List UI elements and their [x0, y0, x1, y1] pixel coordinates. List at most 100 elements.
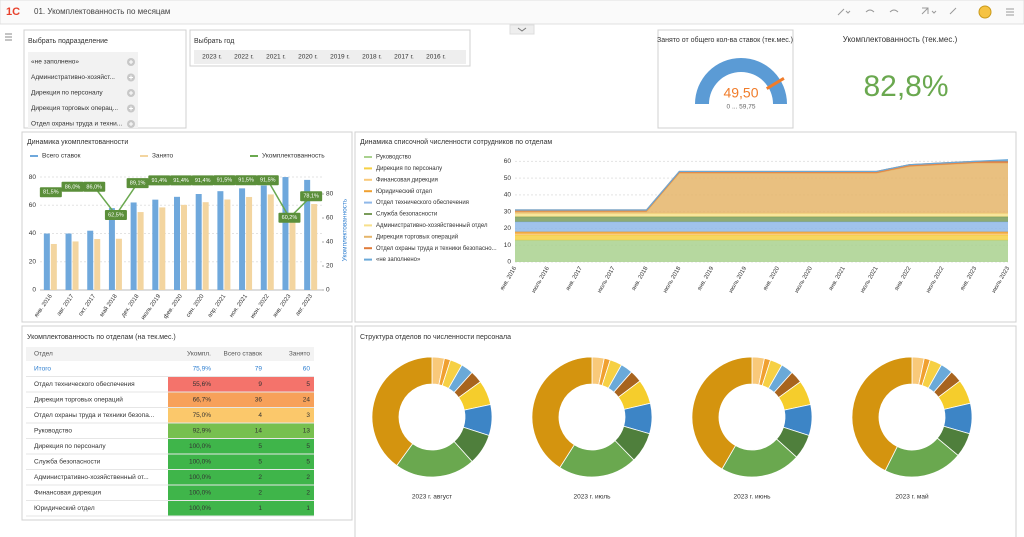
- donut-label: 2023 г. июль: [574, 494, 612, 501]
- link-icon[interactable]: [837, 8, 851, 16]
- table-cell: 5: [258, 443, 262, 450]
- legend-marker: [140, 155, 148, 157]
- legend-label: Укомплектованность: [262, 153, 325, 160]
- kpi-value: 82,8%: [863, 70, 948, 103]
- panel-title: Выбрать год: [194, 37, 234, 45]
- bar: [181, 204, 187, 290]
- bar: [174, 196, 180, 290]
- legend-label: Руководство: [376, 155, 412, 161]
- donut-slice: [371, 356, 433, 467]
- area: [515, 235, 1008, 241]
- collapse-button[interactable]: [509, 24, 535, 35]
- toolbar-icons[interactable]: [837, 5, 1014, 19]
- panel-title: Выбрать подразделение: [28, 37, 108, 45]
- gauge-arc: [695, 58, 787, 104]
- year-item[interactable]: 2019 г.: [330, 54, 350, 61]
- table-title: Укомплектованность по отделам (на тек.ме…: [27, 334, 176, 341]
- year-item[interactable]: 2023 г.: [202, 54, 222, 61]
- donut-label: 2023 г. август: [412, 494, 452, 501]
- table-cell: 100,0%: [189, 458, 211, 465]
- menu-icon[interactable]: [1006, 8, 1014, 16]
- cell-highlight: [168, 408, 314, 423]
- table-cell: 2: [306, 489, 310, 496]
- attach-icon[interactable]: [949, 7, 957, 15]
- year-item[interactable]: 2016 г.: [426, 54, 446, 61]
- table-cell: Отдел технического обеспечения: [34, 380, 135, 388]
- cell-highlight: [168, 423, 314, 438]
- legend-label: Юридический отдел: [376, 188, 432, 195]
- year-item[interactable]: 2021 г.: [266, 54, 286, 61]
- y-tick-label: 20: [29, 258, 37, 265]
- cell-highlight: [168, 377, 314, 392]
- list-background: [28, 52, 138, 128]
- table-cell: 5: [306, 458, 310, 465]
- data-label: 62,5%: [108, 212, 124, 218]
- donut-slice: [531, 356, 593, 469]
- bar: [282, 177, 289, 290]
- data-label: 86,0%: [86, 184, 102, 190]
- y-tick-label: 50: [504, 175, 512, 182]
- plus-sign: [129, 75, 133, 80]
- y-tick-label: 10: [504, 242, 512, 249]
- sidebar-toggle[interactable]: [5, 33, 12, 41]
- y-tick-label: 60: [29, 202, 37, 209]
- bar: [159, 207, 166, 290]
- bar: [217, 191, 224, 290]
- data-label-box: [126, 178, 149, 189]
- undo-redo[interactable]: [865, 9, 899, 13]
- column-header: Укомпл.: [187, 351, 211, 358]
- bar: [108, 208, 115, 290]
- year-item[interactable]: 2017 г.: [394, 54, 414, 61]
- data-label: 91,4%: [173, 178, 189, 184]
- data-label: 89,1%: [130, 181, 146, 187]
- table-cell: 1: [258, 505, 262, 512]
- y-tick-label: 0: [32, 287, 36, 294]
- table-cell: 100,0%: [189, 489, 211, 496]
- page-title: 01. Укомплектованность по месяцам: [34, 7, 170, 16]
- bar: [137, 212, 144, 290]
- area: [515, 216, 1008, 222]
- legend-label: Отдел технического обеспечения: [376, 200, 469, 206]
- column-header: Занято: [289, 351, 311, 358]
- y-tick-label: 20: [504, 225, 512, 232]
- y2-axis-title: Укомплектованность: [342, 198, 349, 261]
- logo: 1С: [6, 6, 20, 18]
- area: [515, 163, 1008, 214]
- bar: [289, 221, 296, 290]
- list-item: Дирекция по персоналу: [31, 90, 103, 97]
- year-item[interactable]: 2020 г.: [298, 54, 318, 61]
- export-icon[interactable]: [921, 7, 937, 15]
- data-label: 91,4%: [195, 178, 211, 184]
- gauge-title: Занято от общего кол-ва ставок (тек.мес.…: [657, 36, 793, 44]
- list-item: Дирекция торговых операц...: [31, 105, 118, 112]
- donut-slice: [691, 356, 753, 470]
- chevron: [517, 27, 527, 32]
- legend-label: Дирекция по персоналу: [376, 166, 442, 172]
- table-cell: Руководство: [34, 427, 72, 434]
- bar: [202, 202, 209, 290]
- cell-highlight: [168, 439, 314, 454]
- kpi-title: Укомплектованность (тек.мес.): [843, 35, 958, 44]
- user-icon[interactable]: [978, 5, 992, 19]
- data-label-box: [278, 212, 301, 223]
- year-item[interactable]: 2022 г.: [234, 54, 254, 61]
- data-label: 78,1%: [303, 194, 319, 200]
- bar: [239, 188, 246, 290]
- y-tick-label: 80: [29, 174, 37, 181]
- bar: [152, 199, 159, 290]
- data-label-box: [148, 175, 171, 186]
- table-cell: 100,0%: [189, 474, 211, 481]
- table-cell: 9: [258, 381, 262, 388]
- data-label: 91,4%: [152, 178, 168, 184]
- table-header-bg: [26, 347, 314, 361]
- table-cell: Итого: [34, 365, 51, 372]
- year-item[interactable]: 2018 г.: [362, 54, 382, 61]
- table-cell: 2: [258, 474, 262, 481]
- year-strip: [194, 50, 466, 64]
- table-cell: 3: [306, 412, 310, 419]
- legend-label: Всего ставок: [42, 153, 81, 160]
- top-bar: [0, 0, 1024, 25]
- table-cell: 75,0%: [193, 412, 212, 419]
- table-cell: Отдел охраны труда и техники безопа...: [34, 411, 154, 419]
- table-cell: 5: [306, 381, 310, 388]
